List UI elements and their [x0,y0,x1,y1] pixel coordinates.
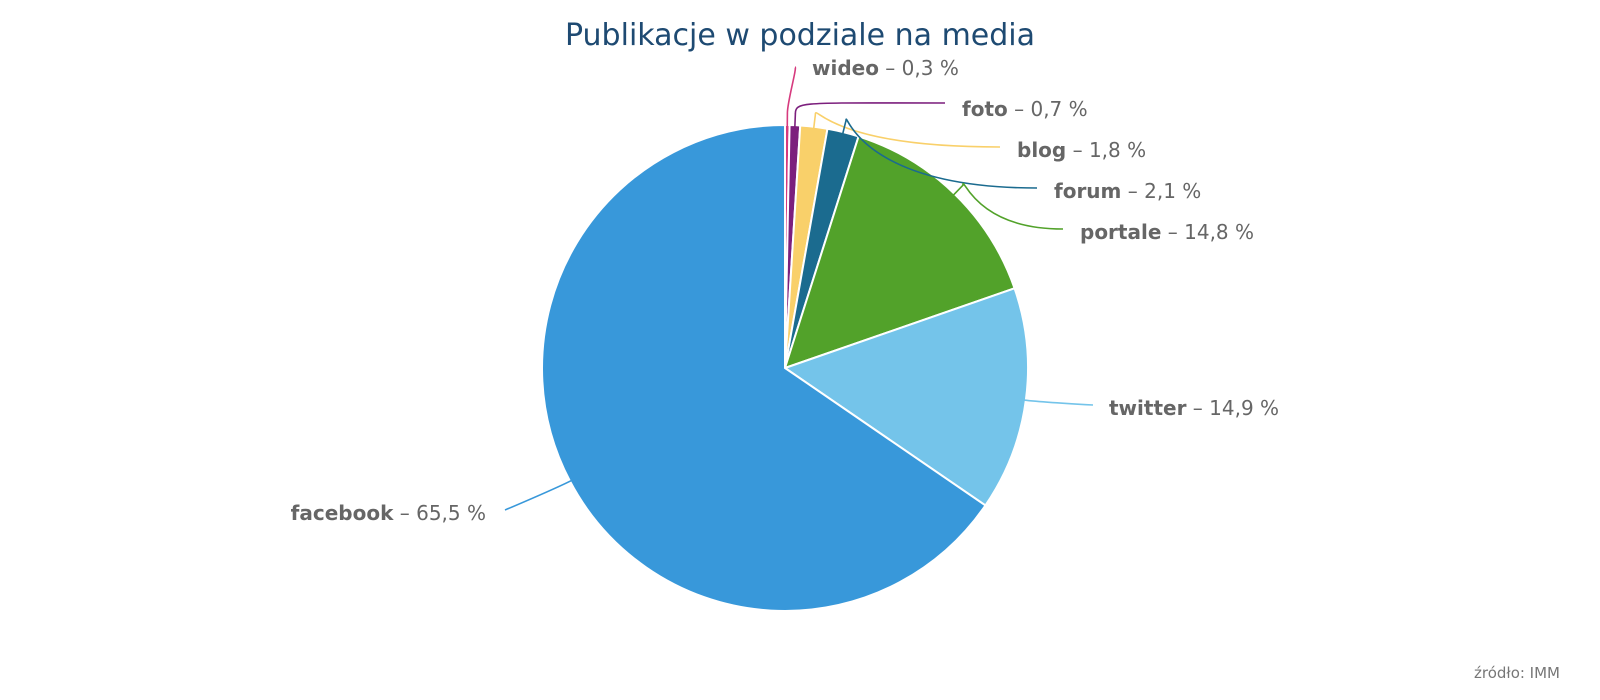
leader-line-portale [951,182,1064,230]
slice-label-foto: foto – 0,7 % [962,97,1088,121]
slice-label-blog: blog – 1,8 % [1017,138,1146,162]
slice-label-facebook: facebook – 65,5 % [291,501,486,525]
slice-label-name: portale [1080,220,1161,244]
slice-label-value: – 1,8 % [1066,138,1146,162]
leader-line-forum [841,118,1038,189]
leader-line-blog [812,111,1001,148]
leader-line-foto [793,102,946,130]
leader-line-twitter [1021,398,1094,406]
slice-labels: wideo – 0,3 %foto – 0,7 % blog – 1,8 % for… [291,56,1279,525]
slice-label-twitter: twitter – 14,9 % [1109,396,1279,420]
slice-label-value: – 0,3 % [879,56,959,80]
slice-label-name: blog [1017,138,1066,162]
leader-line-facebook [504,478,574,511]
slice-label-name: twitter [1109,396,1187,420]
leader-line-wideo [786,66,797,130]
slice-label-value: – 0,7 % [1008,97,1088,121]
leader-lines [504,66,1094,511]
slice-label-portale: portale – 14,8 % [1080,220,1254,244]
slice-label-value: – 14,8 % [1161,220,1254,244]
slice-label-name: facebook [291,501,394,525]
slice-label-name: foto [962,97,1008,121]
slice-label-forum: forum – 2,1 % [1054,179,1201,203]
slice-label-name: forum [1054,179,1121,203]
pie-slices [541,123,1029,612]
slice-label-name: wideo [812,56,879,80]
chart-title: Publikacje w podziale na media [564,18,1036,53]
slice-label-value: – 65,5 % [393,501,486,525]
slice-label-wideo: wideo – 0,3 % [812,56,959,80]
slice-label-value: – 2,1 % [1121,179,1201,203]
source-note: źródło: IMM [1474,664,1560,682]
slice-label-value: – 14,9 % [1186,396,1279,420]
